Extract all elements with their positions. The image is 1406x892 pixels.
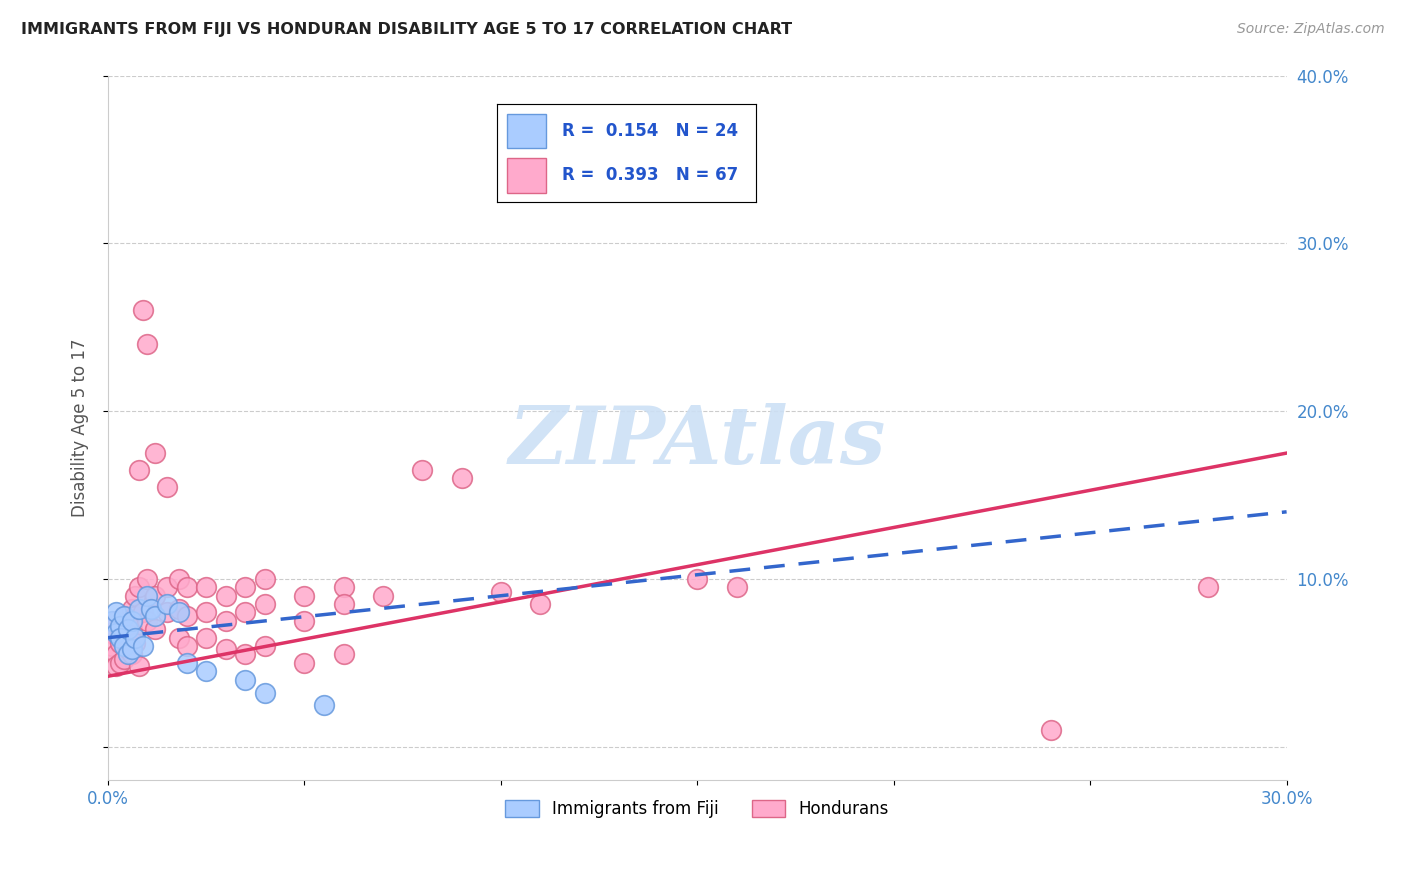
Point [136, 337, 159, 351]
Point [176, 608, 198, 623]
Point [128, 659, 150, 673]
Point [312, 698, 335, 712]
Text: IMMIGRANTS FROM FIJI VS HONDURAN DISABILITY AGE 5 TO 17 CORRELATION CHART: IMMIGRANTS FROM FIJI VS HONDURAN DISABIL… [21, 22, 792, 37]
Text: Source: ZipAtlas.com: Source: ZipAtlas.com [1237, 22, 1385, 37]
Point [136, 572, 159, 586]
Point [124, 631, 146, 645]
Point [195, 664, 218, 678]
Point [156, 606, 179, 620]
Point [254, 597, 277, 611]
Point [108, 656, 131, 670]
Point [254, 572, 277, 586]
Point [132, 303, 155, 318]
Point [101, 625, 124, 640]
Point [124, 589, 146, 603]
Point [136, 614, 159, 628]
Point [128, 580, 150, 594]
Point [195, 580, 218, 594]
Point [143, 589, 166, 603]
Point [686, 572, 709, 586]
Point [112, 631, 135, 645]
Point [101, 639, 124, 653]
Point [104, 648, 127, 662]
Point [132, 606, 155, 620]
Point [108, 631, 131, 645]
Point [294, 589, 316, 603]
Point [235, 606, 257, 620]
Point [143, 608, 166, 623]
Point [124, 608, 146, 623]
Point [121, 642, 143, 657]
Point [124, 636, 146, 650]
Point [167, 602, 190, 616]
Point [156, 597, 179, 611]
Point [215, 642, 238, 657]
Point [136, 589, 159, 603]
Point [254, 686, 277, 700]
Point [332, 648, 354, 662]
Point [235, 580, 257, 594]
Point [143, 622, 166, 636]
Point [215, 589, 238, 603]
Point [332, 580, 354, 594]
Point [167, 606, 190, 620]
Legend: Immigrants from Fiji, Hondurans: Immigrants from Fiji, Hondurans [499, 793, 896, 825]
Point [143, 446, 166, 460]
Point [195, 606, 218, 620]
Point [108, 636, 131, 650]
Point [141, 602, 163, 616]
Point [294, 656, 316, 670]
Point [117, 648, 139, 662]
Point [112, 639, 135, 653]
Point [121, 614, 143, 628]
Point [294, 614, 316, 628]
Point [529, 597, 551, 611]
Point [121, 622, 143, 636]
Point [101, 614, 124, 628]
Point [108, 619, 131, 633]
Point [1039, 723, 1062, 737]
Point [128, 463, 150, 477]
Point [489, 585, 512, 599]
Point [167, 572, 190, 586]
Point [235, 648, 257, 662]
Point [104, 625, 127, 640]
Point [254, 639, 277, 653]
Point [112, 608, 135, 623]
Point [117, 625, 139, 640]
Point [215, 614, 238, 628]
Point [156, 480, 179, 494]
Point [1197, 580, 1219, 594]
Point [725, 580, 748, 594]
Point [117, 619, 139, 633]
Point [156, 580, 179, 594]
Point [195, 631, 218, 645]
Point [121, 602, 143, 616]
Point [108, 622, 131, 636]
Point [371, 589, 394, 603]
Point [176, 639, 198, 653]
Point [132, 639, 155, 653]
Point [104, 659, 127, 673]
Point [104, 614, 127, 628]
Y-axis label: Disability Age 5 to 17: Disability Age 5 to 17 [72, 339, 89, 517]
Point [176, 580, 198, 594]
Point [112, 652, 135, 666]
Point [121, 648, 143, 662]
Point [117, 642, 139, 657]
Point [104, 606, 127, 620]
Point [411, 463, 433, 477]
Point [112, 608, 135, 623]
Point [176, 656, 198, 670]
Point [235, 673, 257, 687]
Point [332, 597, 354, 611]
Point [128, 602, 150, 616]
Text: ZIPAtlas: ZIPAtlas [509, 403, 886, 481]
Point [117, 622, 139, 636]
Point [167, 631, 190, 645]
Point [450, 471, 472, 485]
